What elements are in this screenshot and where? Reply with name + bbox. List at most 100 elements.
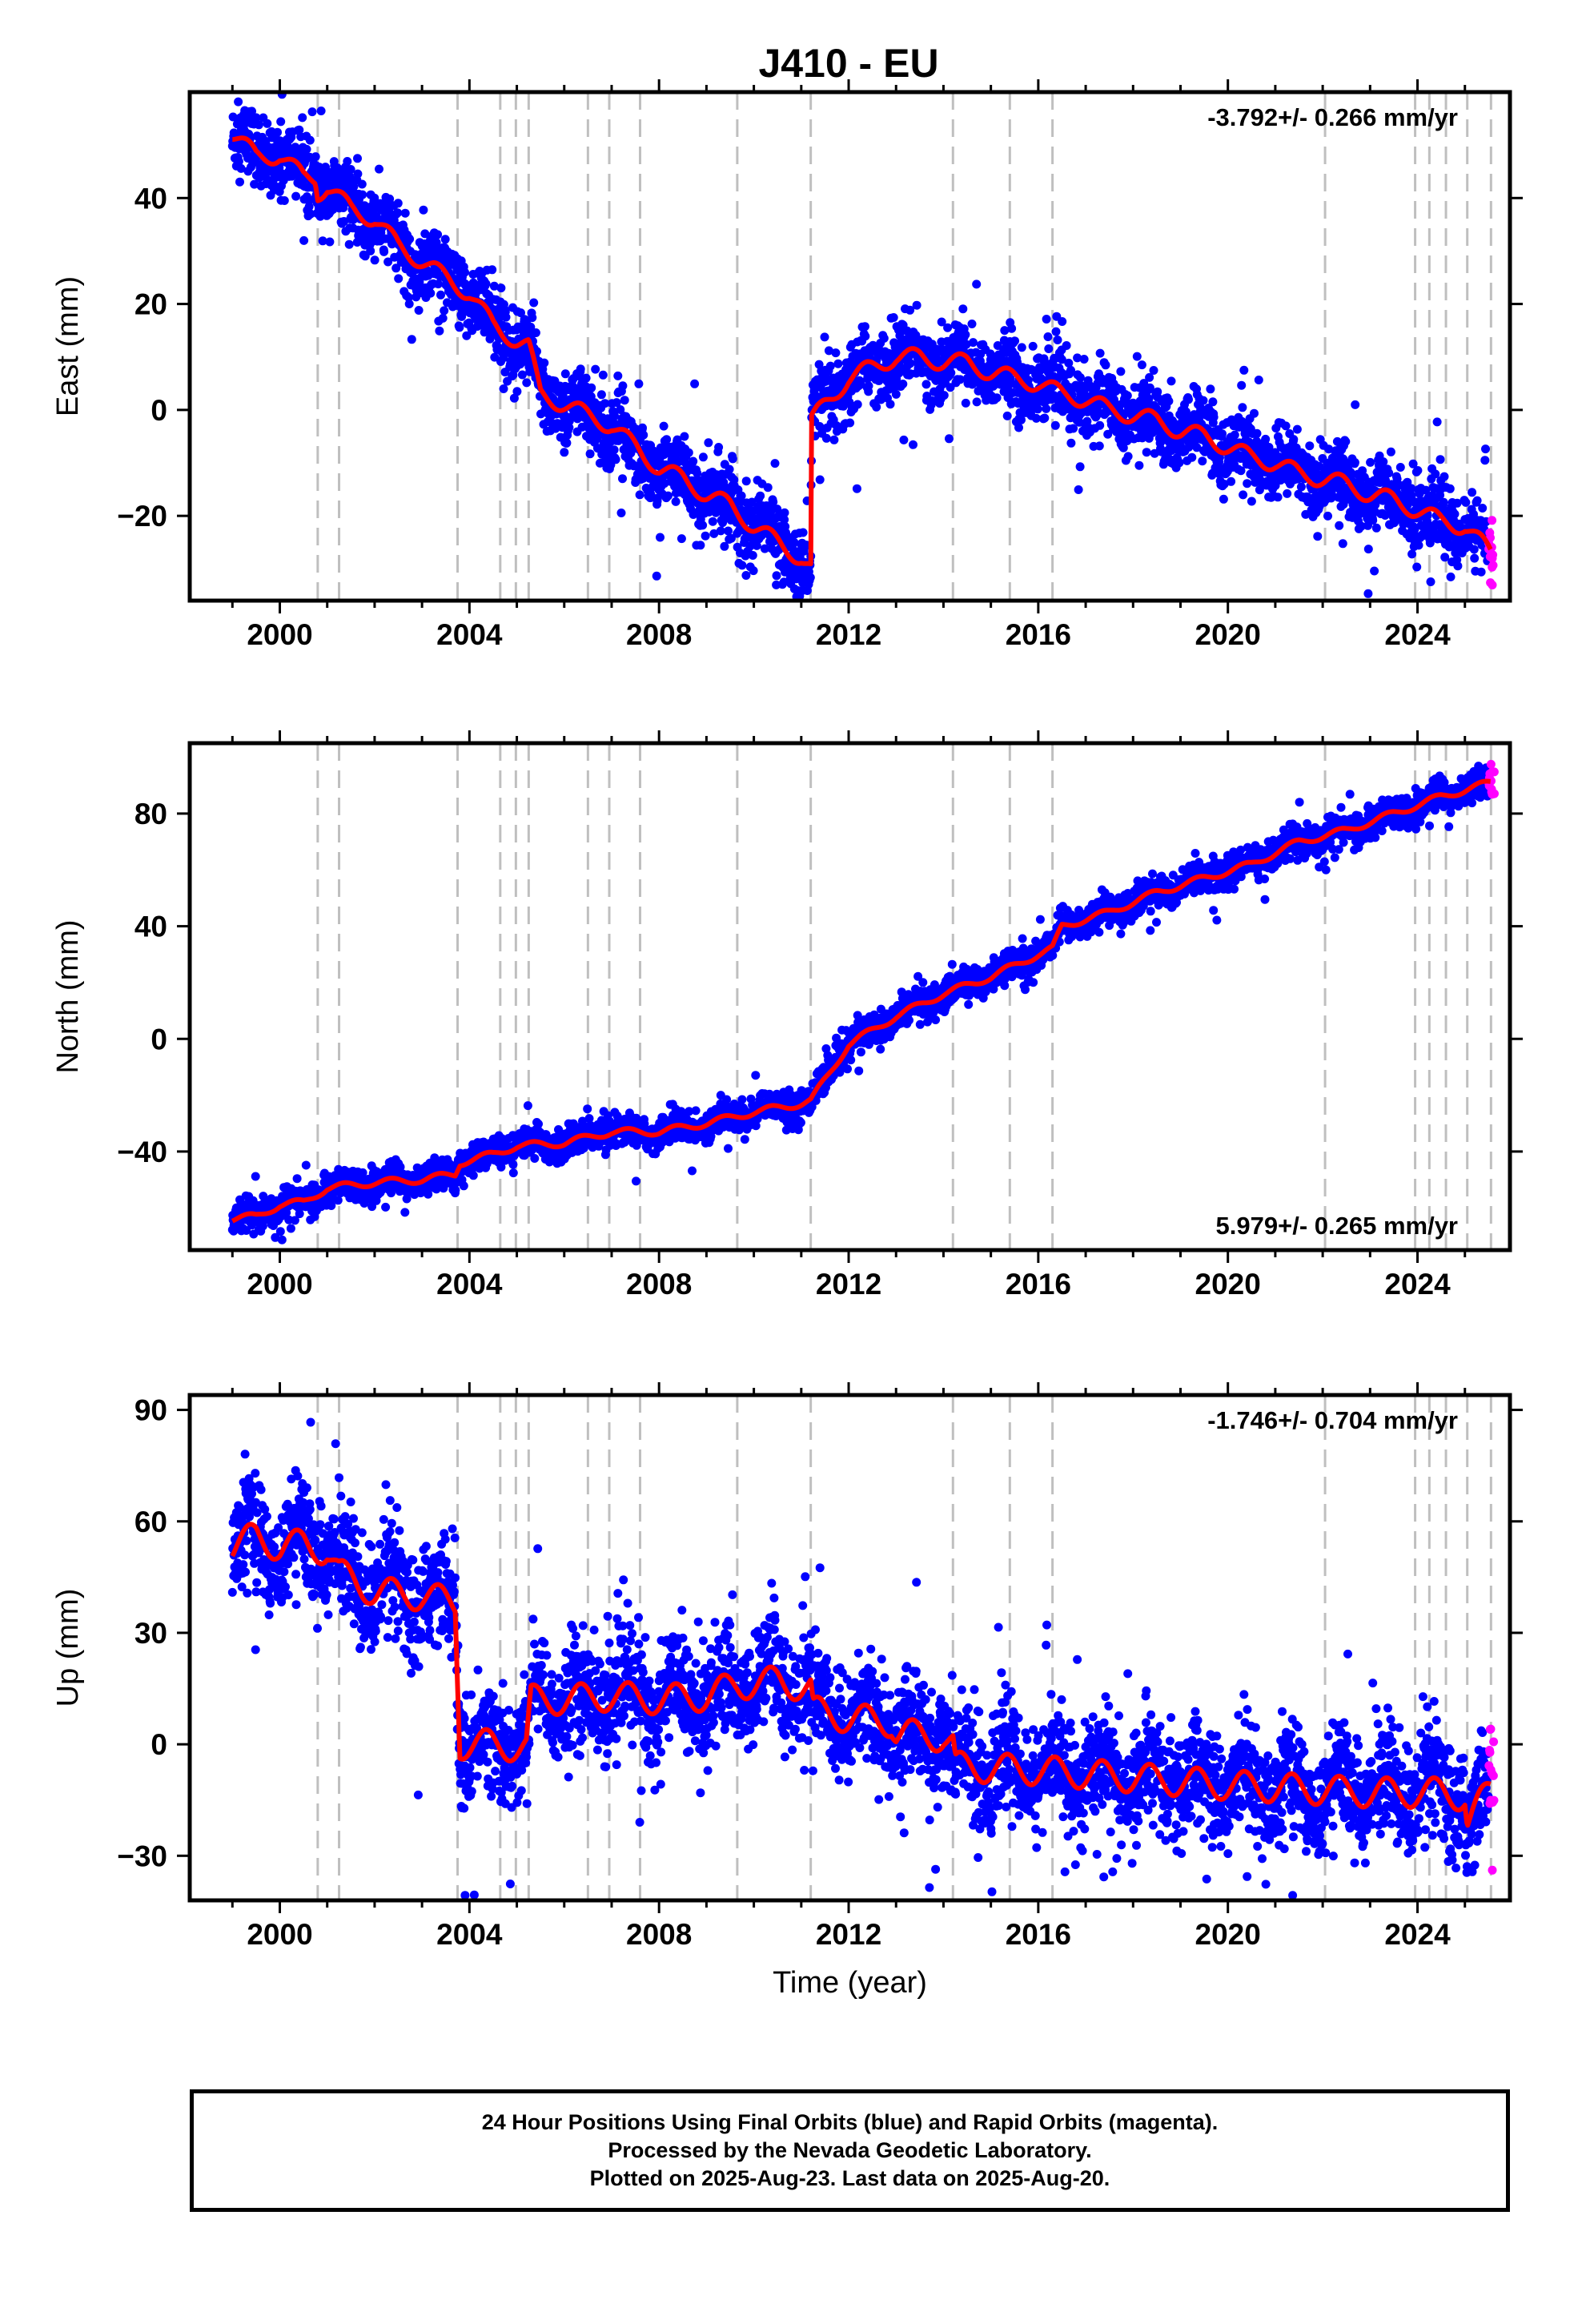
data-point (946, 368, 956, 378)
data-point (853, 400, 862, 409)
data-point (1470, 553, 1480, 563)
data-point (247, 107, 256, 116)
data-point (1251, 477, 1260, 487)
x-tick-label: 2012 (816, 618, 881, 651)
data-point (1031, 413, 1041, 423)
data-point (638, 423, 647, 432)
data-point (1252, 428, 1262, 438)
data-point (1350, 458, 1359, 467)
data-point (1036, 373, 1046, 383)
x-tick-label: 2016 (1006, 618, 1071, 651)
data-point (1237, 380, 1247, 390)
data-point (1363, 545, 1373, 554)
data-point (440, 306, 449, 316)
data-point (1123, 452, 1133, 461)
data-point (1149, 366, 1158, 375)
data-point (1192, 443, 1202, 452)
data-point (242, 1226, 251, 1235)
data-point (432, 238, 441, 247)
data-point (1239, 490, 1248, 500)
data-point (1296, 482, 1306, 492)
data-point (772, 571, 781, 581)
data-point (581, 373, 591, 383)
data-point (455, 323, 464, 332)
data-point (1384, 468, 1394, 478)
data-point (292, 1174, 302, 1184)
data-point (404, 300, 414, 308)
data-point (962, 340, 971, 349)
data-point (1033, 404, 1042, 414)
data-point (381, 1202, 391, 1212)
data-point (315, 163, 324, 172)
data-point (301, 1160, 311, 1170)
data-point (407, 335, 416, 344)
data-point (1227, 476, 1236, 486)
data-point (353, 154, 362, 163)
data-point (620, 396, 629, 405)
data-point (295, 1209, 304, 1219)
data-point (1368, 516, 1378, 525)
data-point (708, 517, 717, 526)
data-point (275, 1227, 285, 1236)
data-point (1261, 434, 1271, 444)
data-point (1069, 424, 1078, 433)
data-point (391, 263, 401, 273)
data-point (1101, 360, 1110, 370)
data-point (1044, 344, 1054, 353)
data-point (306, 209, 315, 219)
data-point (438, 313, 448, 323)
data-point (366, 246, 375, 255)
data-point (680, 432, 689, 441)
data-point (1371, 523, 1381, 533)
data-point (690, 379, 700, 388)
data-point (726, 533, 736, 543)
data-point (831, 348, 841, 358)
data-point (379, 247, 389, 256)
data-point (481, 279, 491, 288)
data-point (435, 326, 444, 336)
data-point (747, 497, 757, 507)
x-tick-label: 2008 (626, 618, 692, 651)
data-point (522, 378, 532, 388)
data-point (560, 369, 570, 379)
data-point (905, 305, 915, 315)
data-point (393, 208, 403, 218)
data-point (1215, 452, 1224, 462)
data-point (414, 306, 424, 315)
y-tick-label: 20 (135, 288, 167, 321)
data-point (307, 107, 317, 117)
data-point (1412, 562, 1422, 572)
data-point (1379, 457, 1388, 467)
data-point (1247, 497, 1256, 506)
data-point (967, 320, 977, 328)
data-point (1445, 484, 1455, 493)
data-point (1468, 488, 1477, 497)
data-point (318, 236, 327, 246)
data-point (1255, 485, 1264, 495)
data-point (1243, 479, 1252, 489)
data-point (1446, 572, 1456, 581)
data-point (1174, 458, 1184, 468)
data-point (937, 317, 946, 327)
y-tick-label: 0 (151, 394, 167, 427)
data-point (1324, 444, 1334, 454)
data-point (1187, 452, 1197, 462)
data-point (1481, 444, 1490, 454)
data-point (760, 544, 769, 553)
data-point (1351, 400, 1360, 409)
data-point (820, 332, 829, 342)
data-point (1480, 456, 1490, 465)
data-point (234, 97, 243, 107)
data-point (780, 515, 789, 525)
data-point (1092, 411, 1102, 420)
data-point (1181, 407, 1191, 416)
data-point (375, 164, 383, 174)
data-point (1132, 352, 1142, 361)
data-point (1002, 411, 1012, 420)
data-point (724, 526, 733, 536)
data-point (864, 381, 873, 391)
data-point (704, 438, 713, 448)
data-point (611, 455, 620, 464)
data-point (517, 370, 527, 380)
data-point (1095, 348, 1105, 358)
